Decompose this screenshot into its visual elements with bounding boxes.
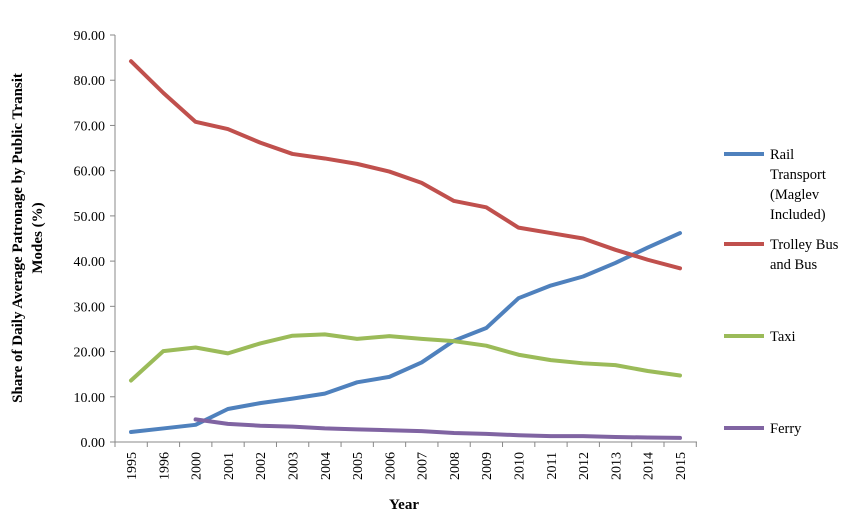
x-tick-label: 2014 bbox=[642, 452, 657, 480]
x-tick-label: 2004 bbox=[319, 452, 334, 480]
y-tick-label: 40.00 bbox=[74, 255, 106, 270]
legend-label: and Bus bbox=[770, 257, 817, 273]
legend-label: Rail bbox=[770, 147, 794, 163]
y-tick-label: 60.00 bbox=[74, 165, 106, 180]
y-tick-label: 90.00 bbox=[74, 29, 106, 44]
series-line-ferry bbox=[193, 417, 682, 440]
x-axis: 1995 1996 2000 2001 2002 2003 2004 2005 2006 2007… bbox=[114, 441, 697, 480]
y-tick-label: 10.00 bbox=[74, 391, 106, 406]
series-line-trolley-bus-and-bus bbox=[129, 59, 682, 271]
x-tick-label: 2002 bbox=[254, 452, 269, 480]
x-axis-title: Year bbox=[389, 497, 419, 512]
x-tick-label: 2001 bbox=[222, 452, 237, 480]
legend-label: (Maglev bbox=[770, 187, 820, 203]
legend-label: Included) bbox=[770, 207, 826, 223]
x-tick-label: 1996 bbox=[157, 452, 172, 480]
x-tick-label: 2011 bbox=[545, 452, 560, 479]
series-line-rail-transport-maglev-included bbox=[129, 231, 682, 435]
x-tick-label: 2015 bbox=[674, 452, 689, 480]
series-lines bbox=[129, 59, 682, 440]
y-tick-label: 0.00 bbox=[81, 436, 106, 451]
x-tick-label: 2013 bbox=[609, 452, 624, 480]
legend-label: Transport bbox=[770, 167, 826, 183]
x-tick-label: 2007 bbox=[416, 452, 431, 480]
x-tick-label: 2006 bbox=[383, 452, 398, 480]
x-tick-label: 2003 bbox=[286, 452, 301, 480]
x-tick-label: 2009 bbox=[480, 452, 495, 480]
x-tick-label: 2005 bbox=[351, 452, 366, 480]
x-tick-label: 1995 bbox=[125, 452, 140, 480]
legend-label: Trolley Bus bbox=[770, 237, 839, 253]
y-tick-label: 70.00 bbox=[74, 119, 106, 134]
y-tick-label: 20.00 bbox=[74, 346, 106, 361]
x-tick-label: 2008 bbox=[448, 452, 463, 480]
legend-item-rail-transport-maglev-included: Rail Transport (Maglev Included) bbox=[724, 147, 826, 223]
series-line-taxi bbox=[129, 332, 682, 383]
y-tick-label: 30.00 bbox=[74, 300, 106, 315]
legend-item-trolley-bus-and-bus: Trolley Bus and Bus bbox=[724, 237, 839, 273]
legend: Rail Transport (Maglev Included) Trolley Bus… bbox=[724, 147, 839, 437]
legend-item-taxi: Taxi bbox=[724, 329, 796, 345]
legend-label: Taxi bbox=[770, 329, 796, 345]
y-axis-title: Share of Daily Average Patronage by Publ… bbox=[10, 73, 46, 403]
x-tick-label: 2000 bbox=[190, 452, 205, 480]
y-tick-label: 80.00 bbox=[74, 74, 106, 89]
x-tick-label: 2010 bbox=[513, 452, 528, 480]
legend-item-ferry: Ferry bbox=[724, 421, 802, 437]
y-axis: 0.00 10.00 20.00 30.00 40.00 50.00 60.00 70.00 8… bbox=[74, 29, 116, 451]
legend-label: Ferry bbox=[770, 421, 802, 437]
x-tick-label: 2012 bbox=[577, 452, 592, 480]
y-tick-label: 50.00 bbox=[74, 210, 106, 225]
